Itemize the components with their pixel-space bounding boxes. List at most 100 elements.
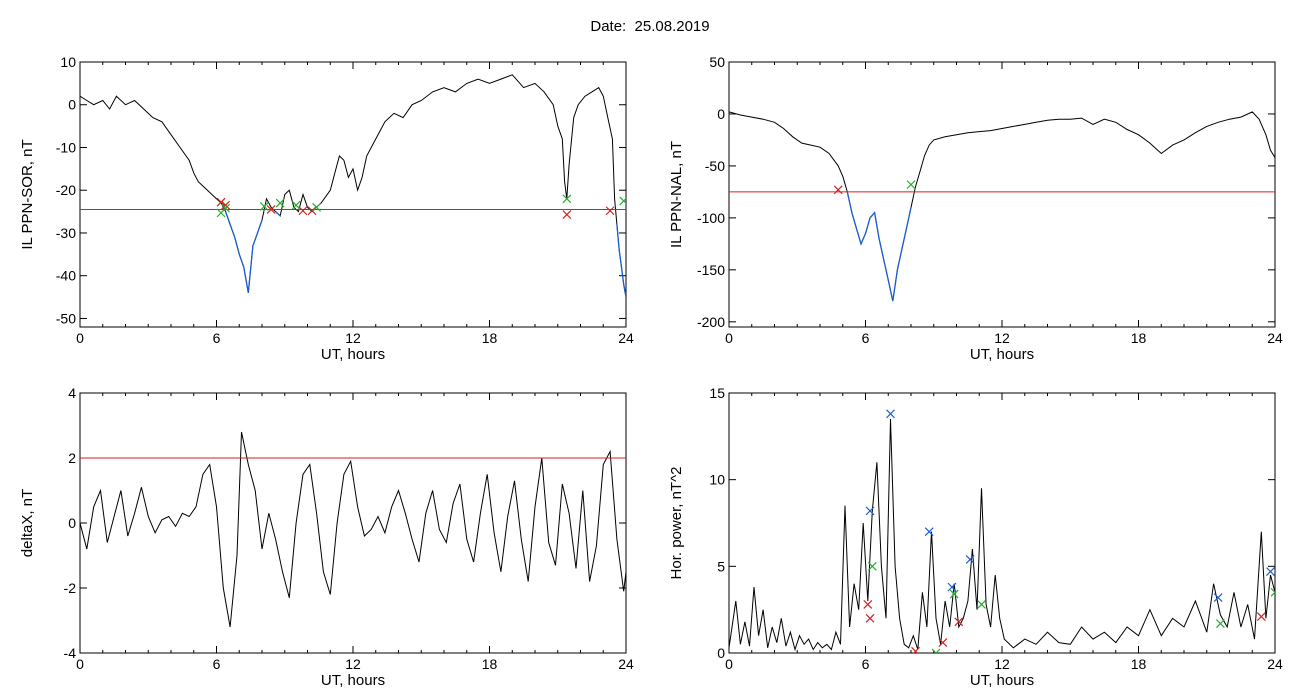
plot-area [80,74,626,298]
y-tick-label: 0 [717,645,725,661]
x-tick-label: 18 [482,656,498,672]
y-axis-label: Hor. power, nT^2 [668,467,685,580]
plot-area [729,111,1275,302]
x-axis-label: UT, hours [970,346,1034,363]
x-tick-label: 24 [618,330,634,346]
y-tick-label: -100 [697,210,725,226]
marker-green [291,200,301,210]
y-tick-label: 10 [60,54,76,70]
chart-panel-2: 0 6 12 18 24 50 0 -50 -100 -150 -200 UT, hours IL PP… [668,54,1283,363]
y-tick-label: -20 [56,182,76,198]
marker-green [275,198,285,208]
y-tick-label: 0 [717,106,725,122]
below-threshold-segment [616,224,626,298]
x-tick-label: 6 [862,330,870,346]
y-tick-label: 0 [68,97,76,113]
series-line [80,74,626,298]
chart-title: Date: 25.08.2019 [590,18,710,35]
series-line [80,431,626,628]
y-axis-label: IL PPN-SOR, nT [19,139,36,249]
y-tick-label: -50 [56,310,76,326]
x-axis-label: UT, hours [321,346,385,363]
x-tick-label: 18 [482,330,498,346]
marker-red [1256,612,1266,622]
x-tick-label: 0 [76,330,84,346]
plot-area [80,431,626,628]
x-tick-label: 0 [76,656,84,672]
plot-frame [728,61,1276,328]
y-tick-label: -30 [56,225,76,241]
marker-red [221,200,231,210]
marker-red [911,646,920,653]
plot-frame [728,392,1276,654]
x-tick-label: 6 [213,656,221,672]
y-tick-label: -2 [64,580,77,596]
marker-blue [886,409,895,419]
below-threshold-segment [275,211,281,217]
plot-frame [79,392,627,654]
x-tick-label: 18 [1131,330,1147,346]
marker-red [865,613,875,623]
chart-panel-4: 0 6 12 18 24 15 10 5 0 UT, hours Hor. power, nT^2 [668,385,1283,689]
x-axis-label: UT, hours [970,672,1034,689]
marker-red [298,206,308,216]
plot-frame [79,61,627,328]
y-tick-label: -40 [56,268,76,284]
marker-red [833,185,843,195]
marker-green [949,589,959,599]
y-tick-label: -10 [56,139,76,155]
x-tick-label: 12 [345,330,361,346]
marker-blue [924,527,934,537]
y-tick-label: -150 [697,262,725,278]
chart-panel-1: 0 6 12 18 24 10 0 -10 -20 -30 -40 -50 UT, hours IL PP… [19,54,634,363]
marker-blue [1213,593,1223,602]
x-tick-label: 0 [725,656,733,672]
y-tick-label: 2 [68,450,76,466]
marker-green [1270,587,1275,597]
x-tick-label: 0 [725,330,733,346]
y-tick-label: 50 [709,54,725,70]
marker-blue [1266,567,1275,576]
below-threshold-segment [846,191,912,302]
marker-green [906,180,916,190]
x-tick-label: 24 [1267,656,1283,672]
marker-red [938,638,948,648]
y-tick-label: 10 [709,472,725,488]
marker-green [1215,619,1225,628]
y-tick-label: 15 [709,385,725,401]
marker-red [605,206,615,216]
marker-red [562,210,572,220]
plot-area [729,409,1275,653]
marker-green [867,561,877,571]
x-tick-label: 18 [1131,656,1147,672]
y-axis-label: deltaX, nT [19,489,36,557]
marker-green [259,202,269,211]
y-tick-label: 0 [68,515,76,531]
marker-blue [947,582,957,592]
marker-red [216,197,226,207]
series-line [729,418,1275,652]
marker-blue [965,554,975,564]
marker-green [619,196,626,206]
y-axis-label: IL PPN-NAL, nT [668,141,685,248]
marker-blue [865,506,875,516]
below-threshold-segment [224,211,263,293]
y-tick-label: 4 [68,385,76,401]
marker-red [863,600,873,609]
chart-panel-3: 0 6 12 18 24 4 2 0 -2 -4 UT, hours deltaX, nT [19,385,634,689]
marker-red [266,205,276,214]
series-line [729,111,1275,302]
marker-green [931,648,941,653]
marker-green [562,194,572,204]
x-tick-label: 24 [618,656,634,672]
marker-green [312,202,322,212]
x-tick-label: 12 [994,330,1010,346]
x-tick-label: 12 [994,656,1010,672]
x-tick-label: 12 [345,656,361,672]
marker-red [307,206,317,216]
x-tick-label: 6 [862,656,870,672]
x-tick-label: 24 [1267,330,1283,346]
marker-green [221,203,231,213]
marker-green [977,600,986,609]
